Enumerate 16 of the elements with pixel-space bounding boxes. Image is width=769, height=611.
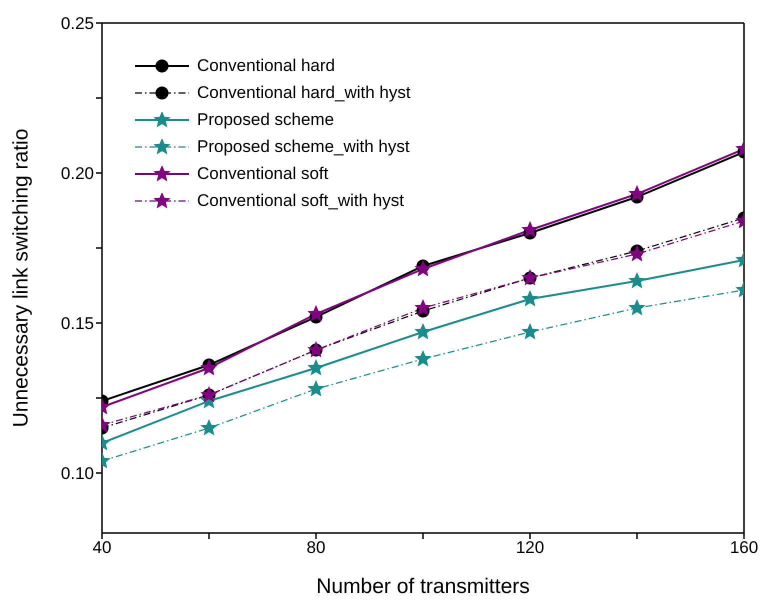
legend-label: Conventional soft — [197, 162, 328, 184]
x-axis-title: Number of transmitters — [316, 575, 530, 598]
x-tick-label: 40 — [92, 538, 112, 558]
y-tick-label: 0.15 — [60, 314, 94, 334]
legend-label: Proposed scheme — [197, 108, 334, 130]
legend-label: Conventional soft_with hyst — [197, 190, 404, 212]
x-tick-label: 80 — [306, 538, 326, 558]
legend-label: Proposed scheme_with hyst — [197, 136, 410, 158]
y-axis-title: Unnecessary link switching ratio — [9, 128, 32, 428]
y-tick-label: 0.20 — [60, 164, 94, 184]
legend-label: Conventional hard_with hyst — [197, 82, 411, 104]
y-tick-label: 0.10 — [60, 464, 94, 484]
y-tick-label: 0.25 — [60, 14, 94, 34]
x-tick-label: 160 — [730, 538, 758, 558]
legend-label: Conventional hard — [197, 54, 335, 76]
x-tick-label: 120 — [516, 538, 544, 558]
